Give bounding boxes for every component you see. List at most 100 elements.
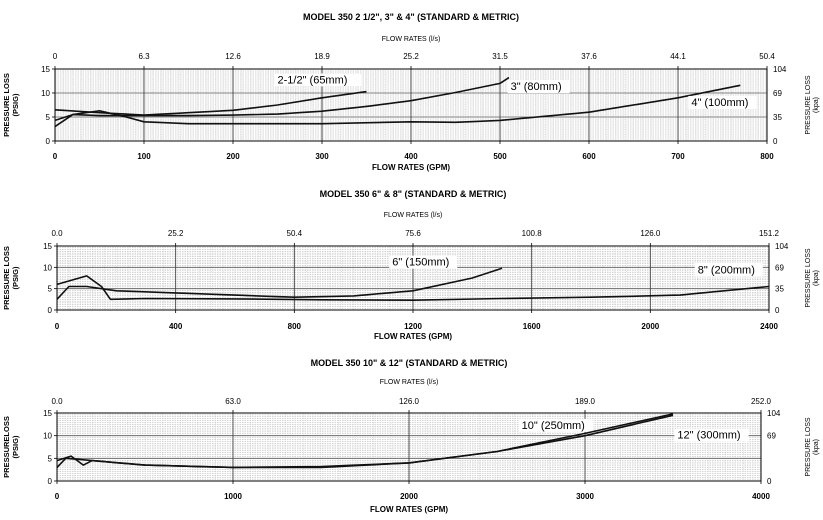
y-axis-label: PRESSURE LOSS (PSIG) — [2, 73, 20, 137]
series-label: 3" (80mm) — [511, 81, 562, 93]
y-axis-label-line1: PRESSURE LOSS — [2, 246, 11, 310]
y-tick-label: 5 — [48, 454, 53, 463]
series-label-bg — [507, 80, 570, 94]
x-tick-label: 2400 — [760, 322, 778, 331]
series-label-bg — [274, 73, 362, 87]
right-axis-label-line1: PRESSURE LOSS — [805, 417, 812, 476]
y-tick-label: 5 — [46, 113, 51, 122]
top-tick-label: 0.0 — [51, 397, 63, 406]
series-label-bg — [688, 95, 757, 109]
x-tick-label: 400 — [404, 152, 418, 161]
top-tick-label: 63.0 — [225, 397, 241, 406]
y-tick-label: 15 — [41, 65, 50, 74]
y-axis-label: PRESSURE LOSS (PSIG) — [2, 246, 20, 310]
right-axis-label: PRESSURE LOSS (kpa) — [805, 417, 820, 476]
x-axis-label: FLOW RATES (GPM) — [374, 332, 452, 341]
top-tick-label: 44.1 — [670, 52, 686, 61]
x-tick-label: 700 — [671, 152, 685, 161]
top-tick-label: 12.6 — [225, 52, 241, 61]
x-tick-label: 1200 — [404, 322, 422, 331]
x-tick-label: 3000 — [576, 492, 594, 501]
y-tick-label: 0 — [48, 477, 53, 486]
right-axis-label-line1: PRESSURE LOSS — [805, 75, 812, 134]
y-axis-label-line2: (PSIG) — [11, 93, 20, 116]
top-axis-title: FLOW RATES (l/s) — [380, 379, 439, 386]
y-axis-label-line2: (PSIG) — [11, 435, 20, 458]
y-tick-label: 0 — [46, 137, 51, 146]
top-tick-label: 37.6 — [581, 52, 597, 61]
y-axis-label-line1: PRESSURE LOSS — [2, 73, 11, 137]
top-tick-label: 6.3 — [138, 52, 150, 61]
chart-1: MODEL 350 2 1/2", 3" & 4" (STANDARD & ME… — [2, 12, 820, 172]
top-tick-label: 252.0 — [751, 397, 772, 406]
right-axis-label: PRESSURE LOSS (kpa) — [805, 75, 820, 134]
top-axis-title: FLOW RATES (l/s) — [384, 212, 443, 219]
x-tick-label: 100 — [137, 152, 151, 161]
y-tick-label: 5 — [48, 285, 53, 294]
x-tick-label: 0 — [53, 152, 58, 161]
right-tick-label: 35 — [773, 113, 782, 122]
right-tick-label: 104 — [767, 409, 781, 418]
x-tick-label: 2000 — [400, 492, 418, 501]
x-tick-label: 4000 — [752, 492, 770, 501]
x-tick-label: 200 — [226, 152, 240, 161]
top-tick-label: 189.0 — [575, 397, 596, 406]
right-axis-label: PRESSURE LOSS (kpa) — [805, 248, 820, 307]
right-axis-label-line2: (kpa) — [813, 270, 820, 286]
x-tick-label: 300 — [315, 152, 329, 161]
series-label: 10" (250mm) — [522, 420, 585, 432]
right-tick-label: 69 — [775, 263, 784, 272]
right-axis-label-line2: (kpa) — [813, 97, 820, 113]
x-axis-label: FLOW RATES (GPM) — [372, 163, 450, 172]
top-tick-label: 0 — [53, 52, 58, 61]
series-label: 12" (300mm) — [677, 429, 740, 441]
y-tick-label: 10 — [41, 89, 50, 98]
top-tick-label: 0.0 — [51, 229, 63, 238]
y-tick-label: 0 — [48, 306, 53, 315]
right-tick-label: 0 — [775, 306, 780, 315]
right-tick-label: 0 — [767, 477, 772, 486]
x-tick-label: 400 — [169, 322, 183, 331]
y-tick-label: 10 — [43, 263, 52, 272]
x-tick-label: 1000 — [224, 492, 242, 501]
x-tick-label: 800 — [288, 322, 302, 331]
right-axis-label-line1: PRESSURE LOSS — [805, 248, 812, 307]
x-axis-label: FLOW RATES (GPM) — [370, 505, 448, 514]
series-label-bg — [694, 263, 763, 277]
right-axis-label-line2: (kpa) — [813, 439, 820, 455]
series-line — [54, 76, 510, 122]
chart-3: MODEL 350 10" & 12" (STANDARD & METRIC) F… — [2, 358, 820, 514]
top-tick-label: 151.2 — [759, 229, 780, 238]
y-axis-label-line2: (PSIG) — [11, 266, 20, 289]
right-tick-label: 104 — [775, 242, 789, 251]
top-tick-label: 18.9 — [314, 52, 330, 61]
series-line — [54, 84, 741, 128]
chart-title: MODEL 350 10" & 12" (STANDARD & METRIC) — [311, 358, 508, 368]
series-label-bg — [518, 418, 593, 432]
right-tick-label: 0 — [773, 137, 778, 146]
series-label: 2-1/2" (65mm) — [278, 74, 348, 86]
series-line — [56, 267, 503, 300]
series-label: 4" (100mm) — [691, 97, 748, 109]
top-tick-label: 100.8 — [522, 229, 543, 238]
x-tick-label: 1600 — [523, 322, 541, 331]
top-tick-label: 75.6 — [405, 229, 421, 238]
right-tick-label: 69 — [773, 89, 782, 98]
series-label: 6" (150mm) — [392, 257, 449, 269]
top-tick-label: 31.5 — [492, 52, 508, 61]
chart-2: MODEL 350 6" & 8" (STANDARD & METRIC) FLO… — [2, 189, 820, 341]
series-label-bg — [389, 255, 458, 269]
y-tick-label: 10 — [43, 432, 52, 441]
y-tick-label: 15 — [43, 242, 52, 251]
series-line — [56, 275, 770, 301]
x-tick-label: 0 — [55, 492, 60, 501]
top-axis-title: FLOW RATES (l/s) — [382, 36, 441, 43]
y-axis-label-line1: PRESSURELOSS — [2, 416, 11, 478]
top-tick-label: 126.0 — [640, 229, 661, 238]
x-tick-label: 800 — [760, 152, 774, 161]
right-tick-label: 104 — [773, 65, 787, 74]
series-label: 8" (200mm) — [698, 264, 755, 276]
series-label-bg — [674, 428, 749, 442]
chart-title: MODEL 350 6" & 8" (STANDARD & METRIC) — [320, 189, 507, 199]
